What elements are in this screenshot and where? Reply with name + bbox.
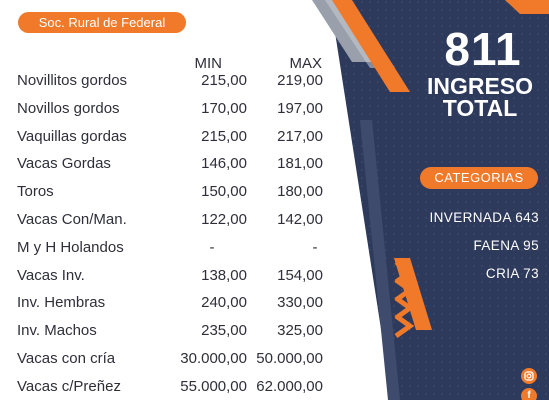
max-price: 62.000,00 [256,377,323,395]
max-price: 217,00 [277,127,323,145]
category-label: Toros [17,183,54,201]
price-table: Novillitos gordos 215,00 219,00 Novillos… [17,70,337,400]
total-label-line2: TOTAL [442,95,518,121]
column-header-max: MAX [289,55,322,72]
min-price: 55.000,00 [180,377,247,395]
table-row: M y H Holandos - - [17,237,337,265]
category-invernada: INVERNADA 643 [429,210,539,225]
categories-title: CATEGORIAS [420,167,538,189]
table-row: Novillitos gordos 215,00 219,00 [17,70,337,98]
category-label: M y H Holandos [17,238,124,256]
table-row: Vacas Gordas 146,00 181,00 [17,153,337,181]
table-row: Vaquillas gordas 215,00 217,00 [17,126,337,154]
min-price: 122,00 [201,210,247,228]
min-price: 235,00 [201,322,247,340]
table-row: Vacas con cría 30.000,00 50.000,00 [17,348,337,376]
orange-corner-accent [505,0,549,14]
table-row: Inv. Machos 235,00 325,00 [17,320,337,348]
table-row: Vacas Inv. 138,00 154,00 [17,265,337,293]
min-price: - [209,238,215,256]
orange-diagonal-stripe [332,0,410,92]
category-label: Vacas Inv. [17,266,85,284]
max-price: - [312,238,318,256]
category-label: Vaquillas gordas [17,127,127,145]
facebook-icon[interactable]: f [521,388,537,400]
category-label: Vacas c/Preñez [17,377,121,395]
table-row: Toros 150,00 180,00 [17,181,337,209]
max-price: 325,00 [277,322,323,340]
category-label: Inv. Hembras [17,294,106,312]
category-label: Vacas Gordas [17,155,111,173]
category-label: Novillos gordos [17,99,120,117]
table-row: Inv. Hembras 240,00 330,00 [17,292,337,320]
max-price: 50.000,00 [256,349,323,367]
category-label: Inv. Machos [17,322,97,340]
column-header-min: MIN [194,55,223,72]
category-faena: FAENA 95 [473,238,539,253]
min-price: 138,00 [201,266,247,284]
min-price: 30.000,00 [180,349,247,367]
max-price: 154,00 [277,266,323,284]
table-row: Novillos gordos 170,00 197,00 [17,98,337,126]
min-price: 215,00 [201,127,247,145]
max-price: 181,00 [277,155,323,173]
max-price: 330,00 [277,294,323,312]
organization-title: Soc. Rural de Federal [18,12,186,33]
orange-stripe-block [394,258,432,330]
category-label: Novillitos gordos [17,72,128,89]
min-price: 170,00 [201,99,247,117]
instagram-icon[interactable] [521,368,537,384]
table-row: Vacas Con/Man. 122,00 142,00 [17,209,337,237]
total-count: 811 [444,23,522,75]
min-price: 215,00 [201,72,247,89]
min-price: 240,00 [201,294,247,312]
min-price: 150,00 [201,183,247,201]
total-label-line1: INGRESO [426,73,534,99]
max-price: 219,00 [277,72,323,89]
min-price: 146,00 [201,155,247,173]
max-price: 197,00 [277,99,323,117]
table-row: Vacas c/Preñez 55.000,00 62.000,00 [17,376,337,400]
category-cria: CRIA 73 [485,266,539,281]
category-label: Vacas con cría [17,349,116,367]
max-price: 180,00 [277,183,323,201]
panel-edge-shade [360,120,400,400]
facebook-glyph: f [527,390,531,400]
category-label: Vacas Con/Man. [17,210,127,228]
max-price: 142,00 [277,210,323,228]
